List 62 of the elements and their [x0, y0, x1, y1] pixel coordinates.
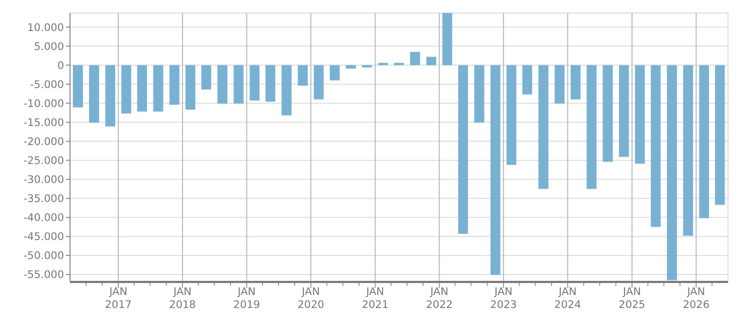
bar: [250, 65, 260, 101]
bar: [201, 65, 212, 90]
x-tick-label: JAN 2020: [297, 286, 324, 311]
bar: [121, 65, 132, 114]
y-tick-label: -15.000: [23, 116, 64, 129]
bar: [683, 65, 694, 236]
bar: [410, 52, 420, 66]
bar: [715, 65, 725, 205]
bar: [538, 65, 548, 189]
bar: [699, 65, 709, 218]
bar: [217, 65, 228, 104]
x-tick-label: JAN 2019: [233, 286, 260, 311]
bar: [72, 65, 83, 108]
bar: [426, 56, 436, 66]
bar: [137, 65, 147, 112]
bar: [186, 65, 196, 110]
bar: [298, 65, 308, 86]
y-tick-label: -25.000: [23, 155, 64, 167]
y-tick-label: -50.000: [23, 250, 64, 262]
bar: [330, 65, 340, 80]
x-tick-label: JAN 2023: [490, 286, 517, 311]
bar: [442, 13, 452, 66]
bar: [506, 65, 516, 165]
bar: [153, 65, 164, 112]
bar: [314, 65, 324, 100]
y-tick-label: -35.000: [23, 193, 64, 206]
bar: [474, 65, 484, 123]
bar: [346, 65, 356, 69]
bar: [650, 65, 661, 227]
bar: [490, 65, 500, 275]
y-tick-label: -20.000: [23, 136, 64, 148]
bar: [234, 65, 244, 104]
bar: [554, 65, 565, 104]
bar: [522, 65, 532, 94]
y-tick-label: 0: [57, 60, 64, 72]
x-tick-label: JAN 2021: [362, 286, 389, 311]
bar: [602, 65, 613, 162]
bar: [618, 65, 629, 157]
y-tick-label: -55.000: [23, 269, 64, 282]
bar: [282, 65, 292, 116]
x-tick-label: JAN 2025: [618, 286, 646, 311]
y-tick-label: -40.000: [23, 212, 64, 224]
bar: [266, 65, 276, 102]
bar: [105, 65, 116, 126]
bar: [586, 65, 597, 189]
x-tick-label: JAN 2024: [554, 286, 582, 311]
y-tick-label: -45.000: [23, 231, 64, 244]
x-tick-label: JAN 2017: [104, 286, 132, 311]
bar: [666, 65, 677, 280]
bar: [570, 65, 581, 100]
bar: [635, 65, 645, 164]
x-tick-label: JAN 2026: [682, 286, 710, 311]
y-tick-label: -30.000: [23, 174, 64, 186]
bar: [458, 65, 468, 234]
bar: [89, 65, 100, 123]
x-tick-label: JAN 2018: [169, 286, 196, 311]
x-tick-label: JAN 2022: [426, 286, 453, 311]
y-tick-label: 5.000: [34, 40, 64, 53]
y-tick-label: 10.000: [27, 22, 64, 34]
bar: [169, 65, 180, 105]
y-tick-label: -10.000: [23, 98, 64, 110]
y-tick-label: -5.000: [30, 78, 64, 91]
